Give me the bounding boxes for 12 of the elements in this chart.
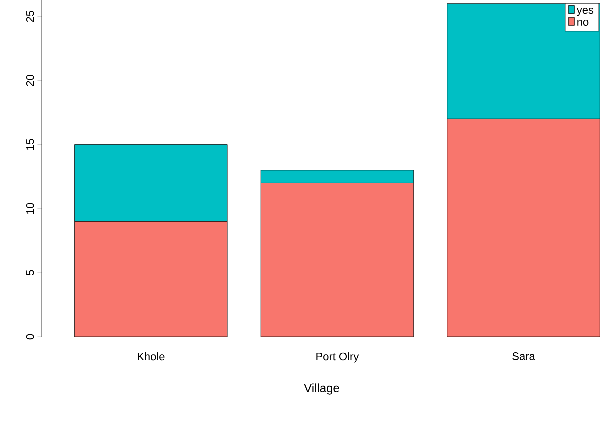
x-tick-label: Khole (138, 352, 165, 361)
y-tick-label: 10 (26, 203, 34, 214)
y-tick-label: 0 (26, 334, 34, 340)
y-tick-label: 25 (26, 11, 34, 22)
legend-label: no (578, 20, 589, 26)
x-axis-title: Village (304, 384, 340, 395)
y-tick-label: 5 (26, 270, 34, 276)
x-tick-label: Sara (512, 352, 536, 360)
legend-label: yes (576, 8, 594, 16)
y-tick-label: 20 (26, 75, 34, 86)
y-tick-label: 15 (26, 139, 34, 150)
x-tick-label: Port Olry (316, 352, 360, 363)
